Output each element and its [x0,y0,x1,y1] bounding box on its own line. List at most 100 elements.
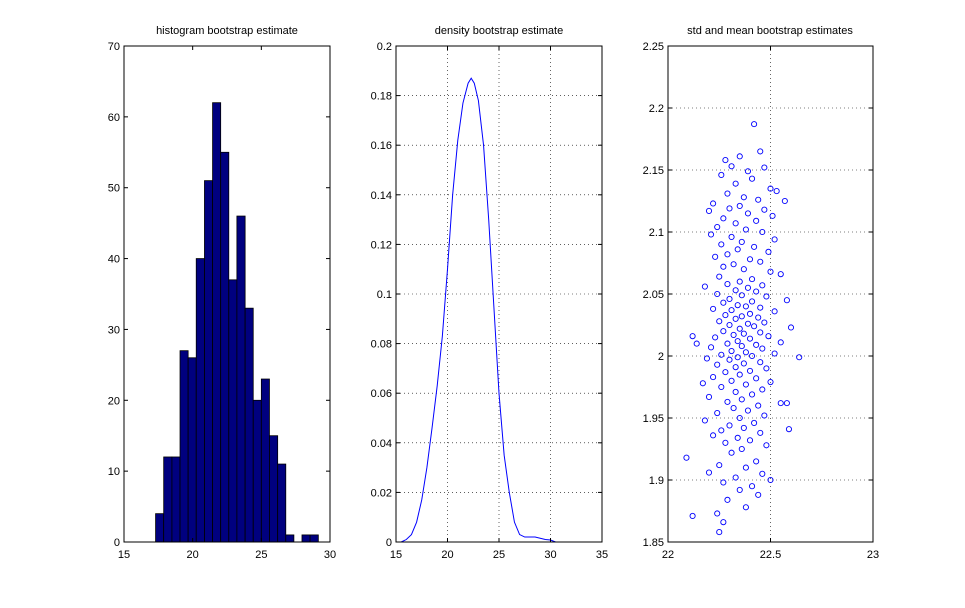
scatter-point [771,350,778,357]
histogram-xtick-label: 30 [324,549,336,561]
histogram-ytick-label: 50 [108,183,120,195]
histogram-bar [260,378,270,543]
scatter-ytick-label: 2.15 [643,165,664,177]
scatter-point [761,412,768,419]
scatter-point [736,414,743,422]
density-ytick-label: 0.16 [371,140,392,152]
density-ytick-label: 0.04 [371,438,392,450]
scatter-point [765,333,772,340]
scatter-point [720,215,727,222]
scatter-point [708,344,715,351]
scatter-point [759,470,766,477]
scatter-point [728,377,735,384]
scatter-point [718,383,725,391]
scatter-point [785,426,793,433]
scatter-point [781,197,788,205]
histogram-ytick-label: 70 [108,41,120,53]
density-ytick-label: 0.06 [371,388,392,400]
scatter-point [767,476,774,484]
density-ytick-label: 0.08 [371,339,392,351]
scatter-point [777,400,784,407]
scatter-point [749,391,756,398]
scatter-point [742,504,749,511]
histogram-bar [309,534,319,543]
scatter-point [771,308,778,315]
scatter-point [736,153,743,160]
scatter-point [751,121,758,128]
histogram-bar [228,279,238,543]
scatter-point [749,483,756,490]
scatter-point [732,287,739,294]
scatter-point [763,293,770,300]
scatter-point [714,223,721,231]
scatter-point [714,290,721,298]
scatter-point [689,333,696,340]
scatter-point [746,437,754,444]
scatter-point [738,396,745,403]
scatter-point [751,323,758,330]
scatter-point [759,386,766,393]
scatter-point [765,248,772,255]
scatter-point [742,464,749,471]
scatter-point [783,400,790,407]
scatter-point [742,303,749,310]
scatter-point [738,292,745,299]
scatter-point [746,335,754,342]
density-xtick-label: 25 [493,549,505,561]
scatter-point [712,334,719,341]
scatter-point [744,320,752,327]
scatter-point [726,205,733,212]
scatter-point [773,188,780,195]
scatter-point [720,263,727,270]
scatter-point [693,340,700,347]
scatter-point [740,360,747,367]
scatter-point [769,212,776,219]
scatter-point [728,307,735,314]
scatter-point [724,281,731,288]
scatter-xtick-label: 22 [662,549,674,561]
scatter-point [755,491,762,498]
histogram-title: histogram bootstrap estimate [156,25,298,37]
scatter-point [708,231,715,238]
scatter-point [732,364,739,371]
scatter-point [746,256,754,263]
scatter-point [767,185,774,192]
scatter-point [751,419,758,427]
histogram-ytick-label: 40 [108,254,120,266]
scatter-point [726,321,733,329]
scatter-point [755,314,762,321]
scatter-point [740,266,747,273]
scatter-point [718,171,725,179]
scatter-point [689,512,696,520]
histogram-xtick-label: 15 [118,549,130,561]
histogram-ytick-label: 30 [108,324,120,336]
scatter-point [728,449,735,456]
scatter-ytick-label: 2.05 [643,289,664,301]
scatter-point [759,228,766,236]
scatter-point [740,330,747,337]
scatter-point [722,157,729,164]
scatter-point [777,271,784,278]
histogram-axes-box [123,45,331,543]
scatter-point [699,380,706,387]
scatter-point [716,529,723,536]
density-xtick-label: 30 [544,549,556,561]
scatter-point [726,356,733,363]
scatter-point [742,381,749,388]
scatter-point [757,359,764,366]
scatter-point [710,432,717,439]
density-ytick-label: 0.14 [371,190,392,202]
scatter-point [751,243,758,250]
scatter-point [716,462,723,469]
scatter-point [763,365,770,372]
scatter-point [734,246,741,253]
histogram-bar [195,258,205,543]
scatter-point [716,273,723,280]
scatter-ytick-label: 2 [658,351,664,363]
scatter-point [705,207,713,214]
scatter-xtick-label: 22.5 [760,549,781,561]
scatter-point [712,253,719,260]
histogram-panel: 15 20 25 30 0 10 20 30 40 50 60 70 histogram bootst… [108,25,336,561]
scatter-point [705,469,713,476]
scatter-point [720,328,727,335]
